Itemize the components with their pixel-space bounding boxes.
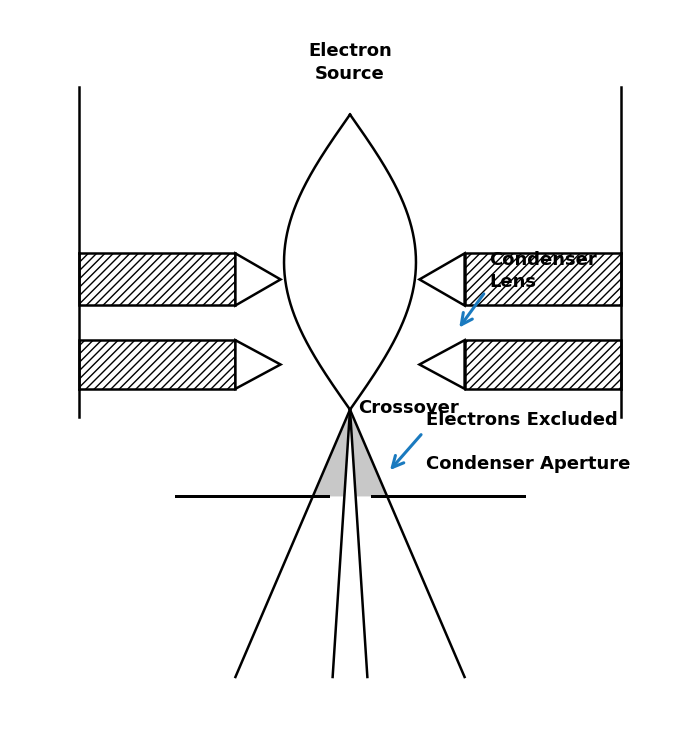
- Polygon shape: [79, 340, 235, 389]
- Polygon shape: [313, 410, 350, 496]
- Polygon shape: [465, 254, 621, 305]
- Text: Condenser
Lens: Condenser Lens: [489, 251, 596, 291]
- Polygon shape: [235, 254, 281, 305]
- Text: Electrons Excluded: Electrons Excluded: [426, 411, 618, 429]
- Polygon shape: [465, 340, 621, 389]
- Text: Electron
Source: Electron Source: [308, 42, 392, 82]
- Polygon shape: [419, 340, 465, 389]
- Polygon shape: [235, 340, 281, 389]
- Polygon shape: [350, 410, 387, 496]
- Polygon shape: [419, 254, 465, 305]
- Text: Crossover: Crossover: [358, 399, 459, 417]
- Text: Condenser Aperture: Condenser Aperture: [426, 455, 631, 473]
- Polygon shape: [79, 254, 235, 305]
